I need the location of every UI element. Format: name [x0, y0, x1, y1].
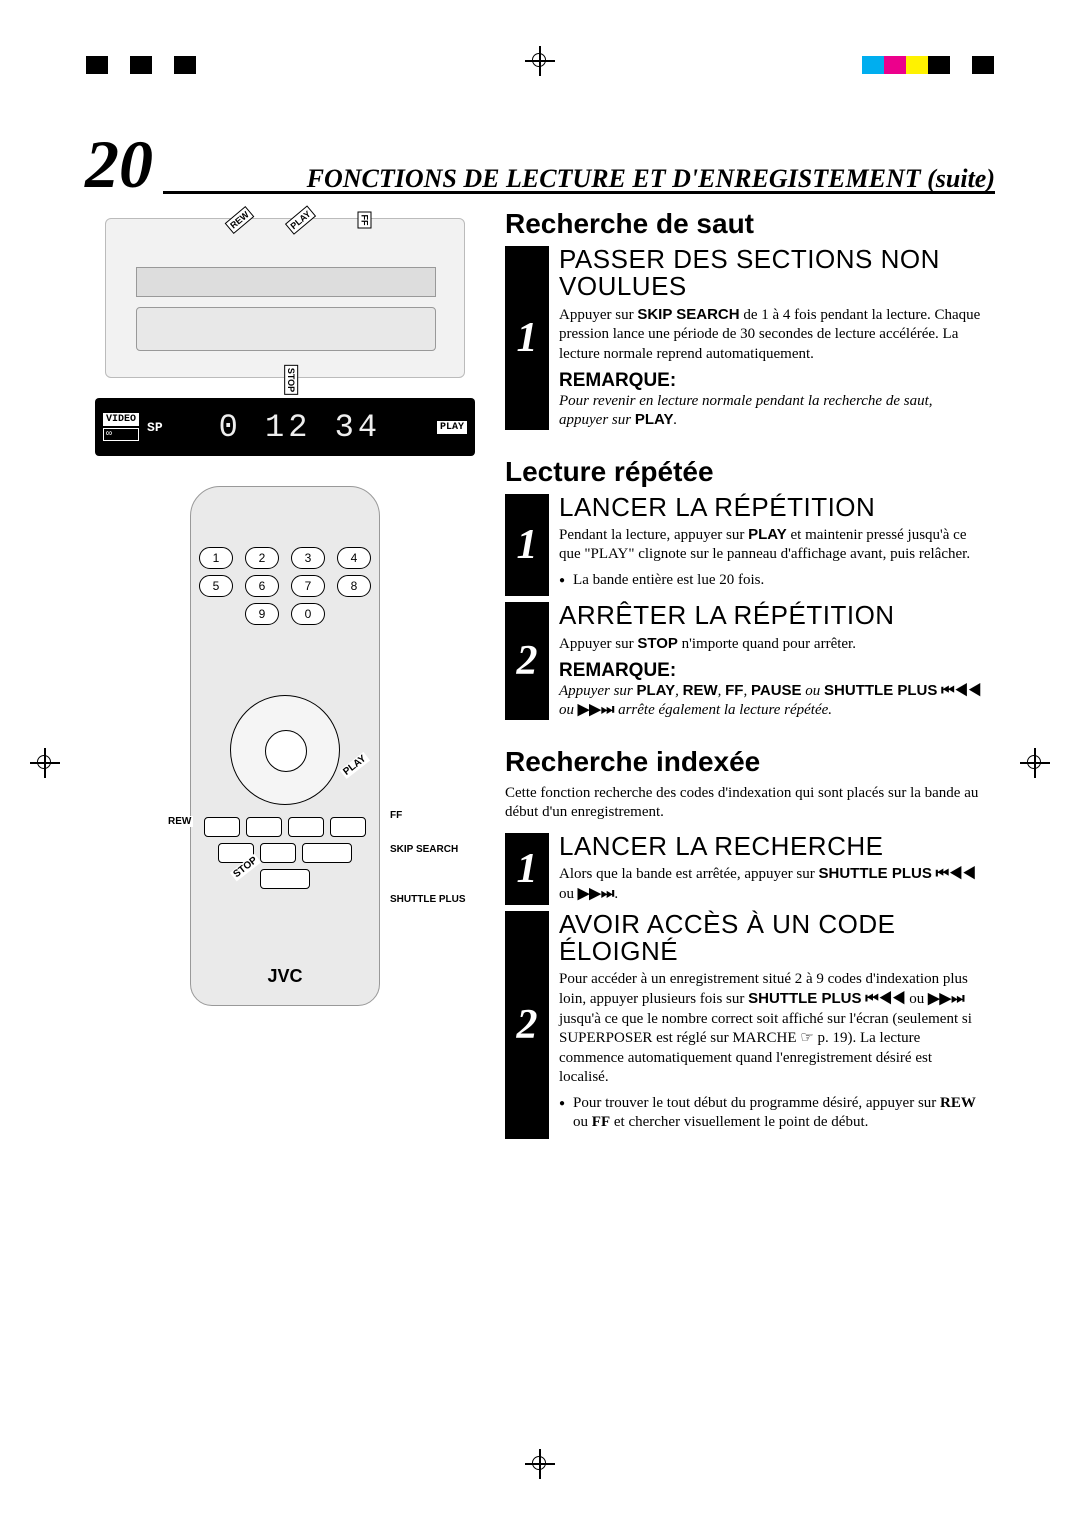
step-indexee-2: 2 AVOIR ACCÈS À UN CODE ÉLOIGNÉ Pour acc…	[505, 911, 985, 1139]
remote-label-shuttle-plus: SHUTTLE PLUS	[388, 894, 468, 905]
remote-key-9: 9	[245, 603, 279, 625]
remote-key-6: 6	[245, 575, 279, 597]
step-bullet: La bande entière est lue 20 fois.	[559, 571, 985, 591]
step-text: Appuyer sur SKIP SEARCH de 1 à 4 fois pe…	[559, 305, 985, 365]
step-repetee-2: 2 ARRÊTER LA RÉPÉTITION Appuyer sur STOP…	[505, 602, 985, 719]
step-indexee-1: 1 LANCER LA RECHERCHE Alors que la bande…	[505, 833, 985, 905]
remarque-label: REMARQUE:	[559, 660, 985, 682]
step-num: 1	[505, 494, 549, 597]
remarque-text: Appuyer sur PLAY, REW, FF, PAUSE ou SHUT…	[559, 682, 985, 720]
step-heading: ARRÊTER LA RÉPÉTITION	[559, 602, 985, 629]
text-column: Recherche de saut 1 PASSER DES SECTIONS …	[505, 208, 985, 1145]
section-title-recherche-indexee: Recherche indexée	[505, 746, 985, 778]
remote-label-rew: REW	[166, 816, 193, 827]
step-heading: LANCER LA RÉPÉTITION	[559, 494, 985, 521]
section-title-recherche-saut: Recherche de saut	[505, 208, 985, 240]
section-intro: Cette fonction recherche des codes d'ind…	[505, 784, 985, 823]
page-number: 20	[85, 130, 153, 198]
vcr-illustration: REW PLAY FF STOP	[105, 218, 465, 378]
step-num: 1	[505, 246, 549, 430]
remote-label-ff: FF	[388, 810, 404, 821]
display-sp: SP	[147, 420, 163, 435]
remote-key-0: 0	[291, 603, 325, 625]
vcr-callout-play: PLAY	[285, 205, 316, 234]
display-time: 0 12 34	[171, 409, 429, 446]
remarque-label: REMARQUE:	[559, 370, 985, 392]
crop-mark-top	[525, 46, 555, 76]
vcr-callout-ff: FF	[358, 212, 372, 229]
display-play-badge: PLAY	[437, 421, 467, 434]
step-text: Pendant la lecture, appuyer sur PLAY et …	[559, 525, 985, 565]
crop-mark-bottom	[525, 1449, 555, 1479]
crop-mark-left	[30, 748, 60, 778]
page-header: 20 FONCTIONS DE LECTURE ET D'ENREGISTEME…	[85, 130, 995, 200]
vfd-display: VIDEO ∞ SP 0 12 34 PLAY	[95, 398, 475, 456]
step-num: 1	[505, 833, 549, 905]
step-text: Appuyer sur STOP n'importe quand pour ar…	[559, 634, 985, 655]
remote-key-5: 5	[199, 575, 233, 597]
remote-key-4: 4	[337, 547, 371, 569]
remote-key-1: 1	[199, 547, 233, 569]
remote-dpad	[230, 695, 340, 805]
header-title: FONCTIONS DE LECTURE ET D'ENREGISTEMENT …	[307, 164, 995, 194]
step-num: 2	[505, 602, 549, 719]
illustrations-column: REW PLAY FF STOP VIDEO ∞ SP 0 12 34 PLAY…	[85, 208, 485, 1145]
remote-key-8: 8	[337, 575, 371, 597]
crop-mark-right	[1020, 748, 1050, 778]
reg-blocks-right	[862, 56, 994, 74]
remote-label-skip-search: SKIP SEARCH	[388, 844, 460, 855]
step-repetee-1: 1 LANCER LA RÉPÉTITION Pendant la lectur…	[505, 494, 985, 597]
reg-blocks-left	[86, 56, 218, 74]
step-bullet: Pour trouver le tout début du programme …	[559, 1094, 985, 1133]
vcr-callout-stop: STOP	[284, 365, 298, 395]
step-num: 2	[505, 911, 549, 1139]
remote-key-3: 3	[291, 547, 325, 569]
remote-key-2: 2	[245, 547, 279, 569]
remote-illustration: 1234 5678 90 JVC	[190, 486, 380, 1006]
remarque-text: Pour revenir en lecture normale pendant …	[559, 392, 985, 430]
vcr-callout-rew: REW	[225, 206, 255, 234]
section-title-lecture-repetee: Lecture répétée	[505, 456, 985, 488]
step-heading: LANCER LA RECHERCHE	[559, 833, 985, 860]
step-saut-1: 1 PASSER DES SECTIONS NON VOULUES Appuye…	[505, 246, 985, 430]
step-heading: PASSER DES SECTIONS NON VOULUES	[559, 246, 985, 301]
remote-key-7: 7	[291, 575, 325, 597]
step-text: Alors que la bande est arrêtée, appuyer …	[559, 864, 985, 905]
remote-logo: JVC	[191, 966, 379, 987]
page-content: 20 FONCTIONS DE LECTURE ET D'ENREGISTEME…	[85, 130, 995, 1145]
step-heading: AVOIR ACCÈS À UN CODE ÉLOIGNÉ	[559, 911, 985, 966]
display-video-badge: VIDEO	[103, 413, 139, 426]
step-text: Pour accéder à un enregistrement situé 2…	[559, 970, 985, 1088]
